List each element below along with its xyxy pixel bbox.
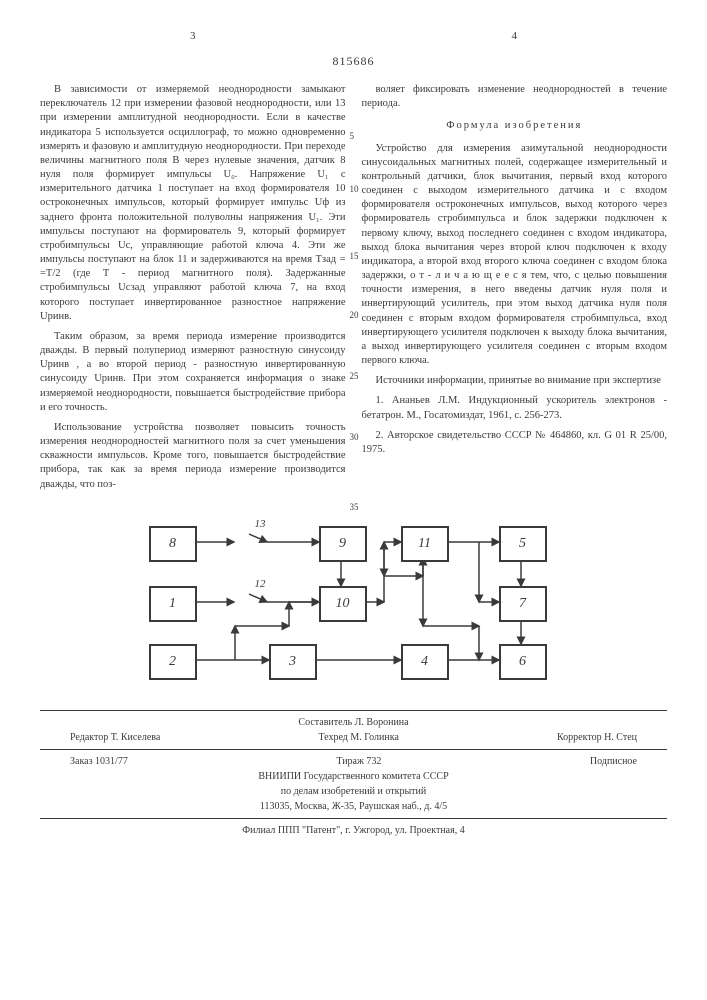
diagram-node-1: 1 [149, 586, 197, 622]
diagram-node-7: 7 [499, 586, 547, 622]
left-column: В зависимости от измеряемой неоднороднос… [40, 83, 346, 498]
left-p1: В зависимости от измеряемой неоднороднос… [40, 83, 346, 324]
left-p3: Использование устройства позволяет повыс… [40, 421, 346, 492]
patent-number: 815686 [40, 54, 667, 69]
footer: Составитель Л. Воронина Редактор Т. Кисе… [40, 710, 667, 838]
source-2: 2. Авторское свидетельство СССР № 464860… [362, 429, 668, 457]
diagram-node-9: 9 [319, 526, 367, 562]
composer-label: Составитель [298, 717, 352, 728]
text-columns: В зависимости от измеряемой неоднороднос… [40, 83, 667, 498]
tirazh: Тираж 732 [336, 754, 381, 769]
diagram-node-10: 10 [319, 586, 367, 622]
diagram-node-2: 2 [149, 644, 197, 680]
page-numbers-row: 3 4 [40, 30, 667, 42]
block-diagram: 8129103114576 1312 [139, 516, 569, 696]
right-p2: Устройство для измерения азимутальной не… [362, 142, 668, 369]
page: 3 4 815686 В зависимости от измеряемой н… [0, 0, 707, 1000]
source-1: 1. Ананьев Л.М. Индукционный ускоритель … [362, 394, 668, 422]
diagram-node-8: 8 [149, 526, 197, 562]
right-p1: воляет фиксировать изменение неоднородно… [362, 83, 668, 111]
diagram-node-6: 6 [499, 644, 547, 680]
line-number: 5 [350, 130, 355, 142]
right-column: 5101520253035 воляет фиксировать изменен… [362, 83, 668, 498]
branch: Филиал ППП "Патент", г. Ужгород, ул. Про… [40, 823, 667, 838]
diagram-node-4: 4 [401, 644, 449, 680]
editor-cell: Редактор Т. Киселева [70, 730, 160, 745]
line-number: 30 [350, 431, 359, 443]
line-number: 25 [350, 370, 359, 382]
diagram-label: 13 [255, 518, 266, 530]
corrector-cell: Корректор Н. Стец [557, 730, 637, 745]
composer-name: Л. Воронина [355, 717, 409, 728]
diagram-node-5: 5 [499, 526, 547, 562]
line-number: 20 [350, 309, 359, 321]
org-line-1: ВНИИПИ Государственного комитета СССР [40, 769, 667, 784]
line-number: 35 [350, 501, 359, 513]
tech-cell: Техред М. Голинка [318, 730, 398, 745]
page-num-left: 3 [190, 30, 196, 42]
order-number: Заказ 1031/77 [70, 754, 128, 769]
line-number: 15 [350, 250, 359, 262]
sources-heading: Источники информации, принятые во вниман… [362, 374, 668, 388]
diagram-node-11: 11 [401, 526, 449, 562]
diagram-label: 12 [255, 578, 266, 590]
formula-title: Формула изобретения [362, 119, 668, 133]
line-number: 10 [350, 183, 359, 195]
page-num-right: 4 [512, 30, 518, 42]
left-p2: Таким образом, за время периода измерени… [40, 330, 346, 415]
org-line-2: по делам изобретений и открытий [40, 784, 667, 799]
subscribe: Подписное [590, 754, 637, 769]
diagram-node-3: 3 [269, 644, 317, 680]
address-1: 113035, Москва, Ж-35, Раушская наб., д. … [40, 799, 667, 814]
